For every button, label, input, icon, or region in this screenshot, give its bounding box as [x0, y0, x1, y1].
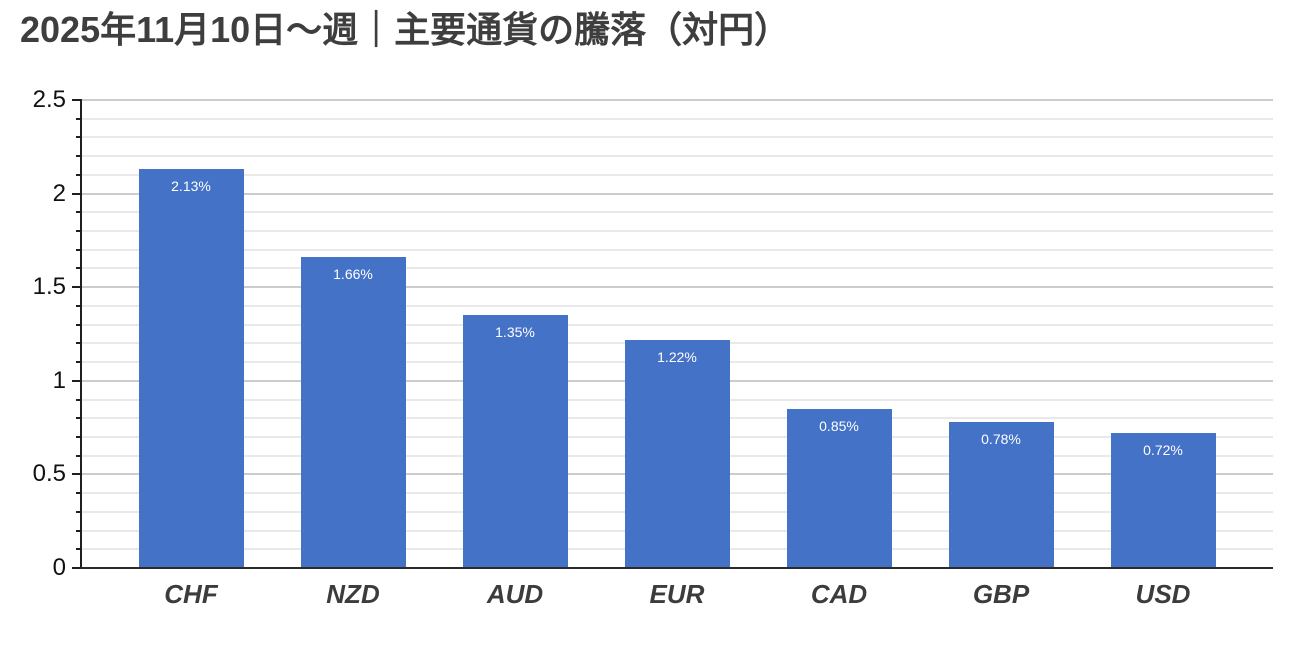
bar-value-label: 1.35%: [495, 324, 535, 341]
minor-gridline: [81, 248, 1273, 251]
bar-slot: 1.22%: [596, 100, 758, 568]
minor-tick: [76, 304, 82, 307]
bar-slot: 1.35%: [434, 100, 596, 568]
y-tick-label: 1: [52, 366, 66, 394]
minor-tick: [76, 492, 82, 495]
y-tick-label: 1.5: [32, 273, 66, 301]
minor-tick: [76, 155, 82, 158]
x-axis-label-nzd: NZD: [326, 579, 380, 609]
minor-gridline: [81, 155, 1273, 158]
minor-gridline: [81, 230, 1273, 233]
minor-gridline: [81, 304, 1273, 307]
y-tick-label: 0.5: [32, 460, 66, 488]
minor-tick: [76, 342, 82, 345]
minor-tick: [76, 267, 82, 270]
minor-tick: [76, 117, 82, 120]
major-tick: [72, 99, 82, 101]
x-axis-labels: CHF NZD AUD EUR CAD GBP USD: [81, 576, 1273, 612]
bar-usd: 0.72%: [1110, 433, 1216, 568]
minor-tick: [76, 529, 82, 532]
minor-gridline: [81, 173, 1273, 176]
bar-value-label: 1.66%: [333, 266, 373, 283]
y-tick-label: 0: [52, 554, 66, 581]
minor-tick: [76, 361, 82, 364]
bar-value-label: 0.85%: [819, 417, 859, 434]
minor-tick: [76, 417, 82, 420]
bar-nzd: 1.66%: [300, 257, 406, 568]
bars-layer: 2.13% 1.66% 1.35% 1.22% 0.85% 0.78% 0.72%: [81, 100, 1273, 568]
minor-tick: [76, 454, 82, 457]
bar-slot: 2.13%: [110, 100, 272, 568]
bar-eur: 1.22%: [624, 339, 730, 568]
x-axis-baseline: [81, 567, 1273, 569]
x-axis-label-chf: CHF: [164, 579, 218, 609]
y-axis-labels: 0 0.5 1 1.5 2 2.5: [0, 88, 66, 580]
bar-value-label: 1.22%: [657, 348, 697, 365]
minor-tick: [76, 211, 82, 214]
bar-aud: 1.35%: [462, 315, 568, 568]
major-tick: [72, 567, 82, 569]
major-tick: [72, 379, 82, 382]
minor-gridline: [81, 211, 1273, 214]
bar-cad: 0.85%: [786, 408, 892, 568]
x-axis-label-aud: AUD: [486, 579, 544, 609]
x-axis-label-cad: CAD: [810, 579, 868, 609]
major-gridline: [81, 192, 1273, 195]
minor-gridline: [81, 136, 1273, 139]
minor-tick: [76, 323, 82, 326]
minor-tick: [76, 136, 82, 139]
major-tick: [72, 473, 82, 476]
minor-gridline: [81, 323, 1273, 326]
x-axis-label-gbp: GBP: [972, 579, 1030, 609]
x-axis-label-eur: EUR: [649, 579, 705, 609]
major-gridline: [81, 99, 1273, 101]
bar-value-label: 2.13%: [171, 178, 211, 195]
x-axis-label-usd: USD: [1135, 579, 1191, 609]
minor-gridline: [81, 117, 1273, 120]
y-axis-line: [80, 100, 82, 568]
minor-tick: [76, 248, 82, 251]
bar-value-label: 0.72%: [1143, 442, 1183, 459]
bar-slot: 0.78%: [920, 100, 1082, 568]
bar-chf: 2.13%: [138, 169, 244, 568]
chart-title: 2025年11月10日～週｜主要通貨の騰落（対円）: [20, 9, 791, 50]
bar-gbp: 0.78%: [948, 421, 1054, 568]
minor-tick: [76, 548, 82, 551]
minor-tick: [76, 510, 82, 513]
major-tick: [72, 286, 82, 289]
y-tick-label: 2: [52, 179, 66, 207]
minor-tick: [76, 230, 82, 233]
minor-gridline: [81, 267, 1273, 270]
plot-area: 2.13% 1.66% 1.35% 1.22% 0.85% 0.78% 0.72%: [72, 99, 1273, 569]
minor-tick: [76, 435, 82, 438]
y-tick-label: 2.5: [32, 86, 66, 113]
major-tick: [72, 192, 82, 195]
bar-slot: 1.66%: [272, 100, 434, 568]
bar-slot: 0.85%: [758, 100, 920, 568]
minor-tick: [76, 173, 82, 176]
major-gridline: [81, 286, 1273, 289]
bar-value-label: 0.78%: [981, 430, 1021, 447]
bar-slot: 0.72%: [1082, 100, 1244, 568]
minor-tick: [76, 398, 82, 401]
